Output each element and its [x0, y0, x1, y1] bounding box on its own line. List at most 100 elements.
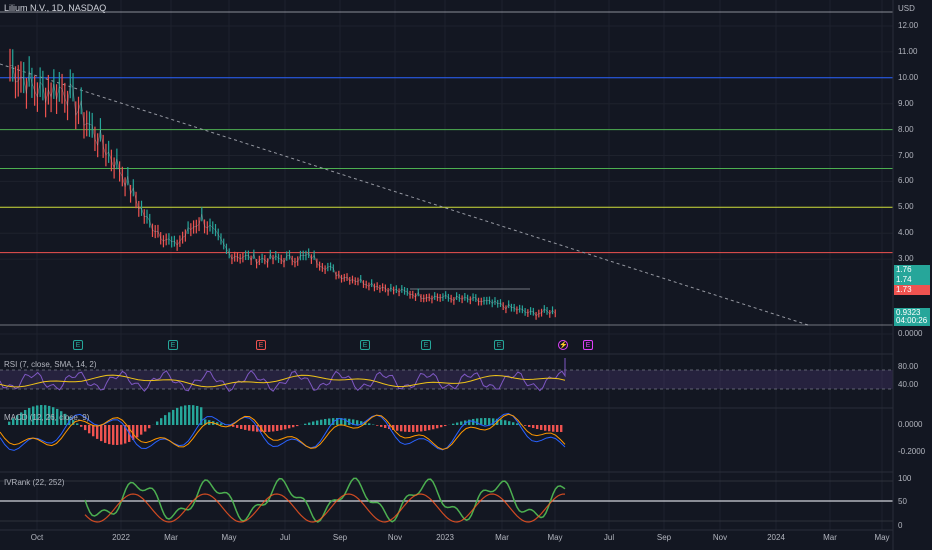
macd-bar [460, 421, 463, 425]
macd-bar [328, 418, 331, 425]
time-axis-tick: Nov [387, 533, 403, 542]
earnings-event-icon[interactable]: E [421, 340, 431, 350]
macd-bar [44, 405, 47, 425]
macd-bar [436, 425, 439, 429]
macd-bar [400, 425, 403, 432]
macd-bar [284, 425, 287, 430]
macd-bar [296, 425, 299, 427]
macd-bar [116, 425, 119, 445]
macd-bar [528, 425, 531, 427]
macd-bar [28, 407, 31, 425]
macd-bar [308, 422, 311, 425]
macd-bar [236, 425, 239, 428]
macd-bar [540, 425, 543, 430]
earnings-event-icon[interactable]: E [360, 340, 370, 350]
earnings-event-icon[interactable]: E [494, 340, 504, 350]
time-axis-tick: 2023 [436, 533, 454, 542]
macd-bar [136, 425, 139, 438]
macd-bar [220, 423, 223, 425]
macd-bar [320, 419, 323, 425]
price-axis-tick: 8.00 [898, 124, 914, 134]
rsi-title[interactable]: RSI (7, close, SMA, 14, 2) [4, 360, 97, 369]
grid-lines [0, 0, 893, 530]
macd-bar [544, 425, 547, 431]
macd-bar [16, 415, 19, 425]
price-axis-tick: 3.00 [898, 254, 914, 264]
macd-bar [312, 421, 315, 425]
macd-bar [380, 425, 383, 427]
macd-bar [156, 421, 159, 425]
macd-bar [420, 425, 423, 432]
macd-bar [376, 425, 379, 426]
macd-bar [476, 418, 479, 425]
price-axis-tick: 0.0000 [898, 329, 923, 338]
macd-bar [196, 405, 199, 425]
macd-bar [456, 422, 459, 425]
macd-bar [396, 425, 399, 431]
price-axis-tick: 12.00 [898, 21, 919, 30]
time-axis-tick: May [874, 533, 890, 542]
macd-bar [276, 425, 279, 431]
macd-line [0, 412, 566, 451]
time-axis-tick: 2022 [112, 533, 130, 542]
macd-bar [244, 425, 247, 430]
macd-bar [56, 408, 59, 425]
price-badge: 1.76 [894, 265, 930, 275]
macd-bar [228, 425, 231, 426]
rsi-tick: 40.00 [898, 380, 919, 389]
symbol-title[interactable]: Lilium N.V., 1D, NASDAQ [4, 3, 107, 13]
macd-bar [428, 425, 431, 431]
price-axis-tick: 4.00 [898, 228, 914, 238]
price-line [9, 64, 556, 317]
macd-bar [408, 425, 411, 432]
macd-bar [304, 423, 307, 425]
ivrank-tick: 0 [898, 521, 903, 530]
time-axis-tick: May [221, 533, 237, 542]
macd-bar [272, 425, 275, 432]
macd-tick: -0.2000 [898, 447, 926, 456]
time-axis-tick: Mar [495, 533, 509, 542]
macd-bar [368, 423, 371, 425]
macd-bar [392, 425, 395, 430]
rsi-line [0, 358, 566, 392]
macd-bar [144, 425, 147, 432]
macd-bar [516, 423, 519, 425]
macd-bar [548, 425, 551, 432]
macd-bar [96, 425, 99, 439]
earnings-event-icon[interactable]: E [583, 340, 593, 350]
earnings-event-icon[interactable]: E [256, 340, 266, 350]
macd-bar [340, 418, 343, 425]
macd-bar [344, 418, 347, 425]
macd-bar [444, 425, 447, 427]
macd-bar [240, 425, 243, 429]
macd-bar [248, 425, 251, 431]
earnings-event-icon[interactable]: E [73, 340, 83, 350]
time-axis-tick: Sep [656, 533, 672, 542]
currency-label: USD [898, 4, 915, 13]
macd-bar [492, 418, 495, 425]
macd-bar [480, 418, 483, 425]
price-badge: 1.74 [894, 275, 930, 285]
macd-bar [148, 425, 151, 429]
time-axis-tick: Mar [164, 533, 178, 542]
macd-bar [104, 425, 107, 443]
split-event-icon[interactable]: ⚡ [558, 340, 568, 350]
price-axis-tick: 7.00 [898, 150, 914, 160]
time-axis-tick: Mar [823, 533, 837, 542]
macd-bar [440, 425, 443, 428]
macd-bar [176, 407, 179, 425]
macd-bar [204, 419, 207, 425]
macd-bar [184, 405, 187, 425]
price-series [9, 48, 556, 320]
macd-bar [12, 418, 15, 425]
macd-bar [8, 421, 11, 425]
earnings-event-icon[interactable]: E [168, 340, 178, 350]
macd-title[interactable]: MACD (12, 26, close, 9) [4, 413, 90, 422]
price-badge: 04:00:26 [894, 316, 930, 326]
macd-bar [536, 425, 539, 430]
price-axis-tick: 10.00 [898, 72, 919, 82]
macd-bar [76, 423, 79, 425]
ivrank-title[interactable]: IVRank (22, 252) [4, 478, 65, 487]
macd-bar [292, 425, 295, 428]
